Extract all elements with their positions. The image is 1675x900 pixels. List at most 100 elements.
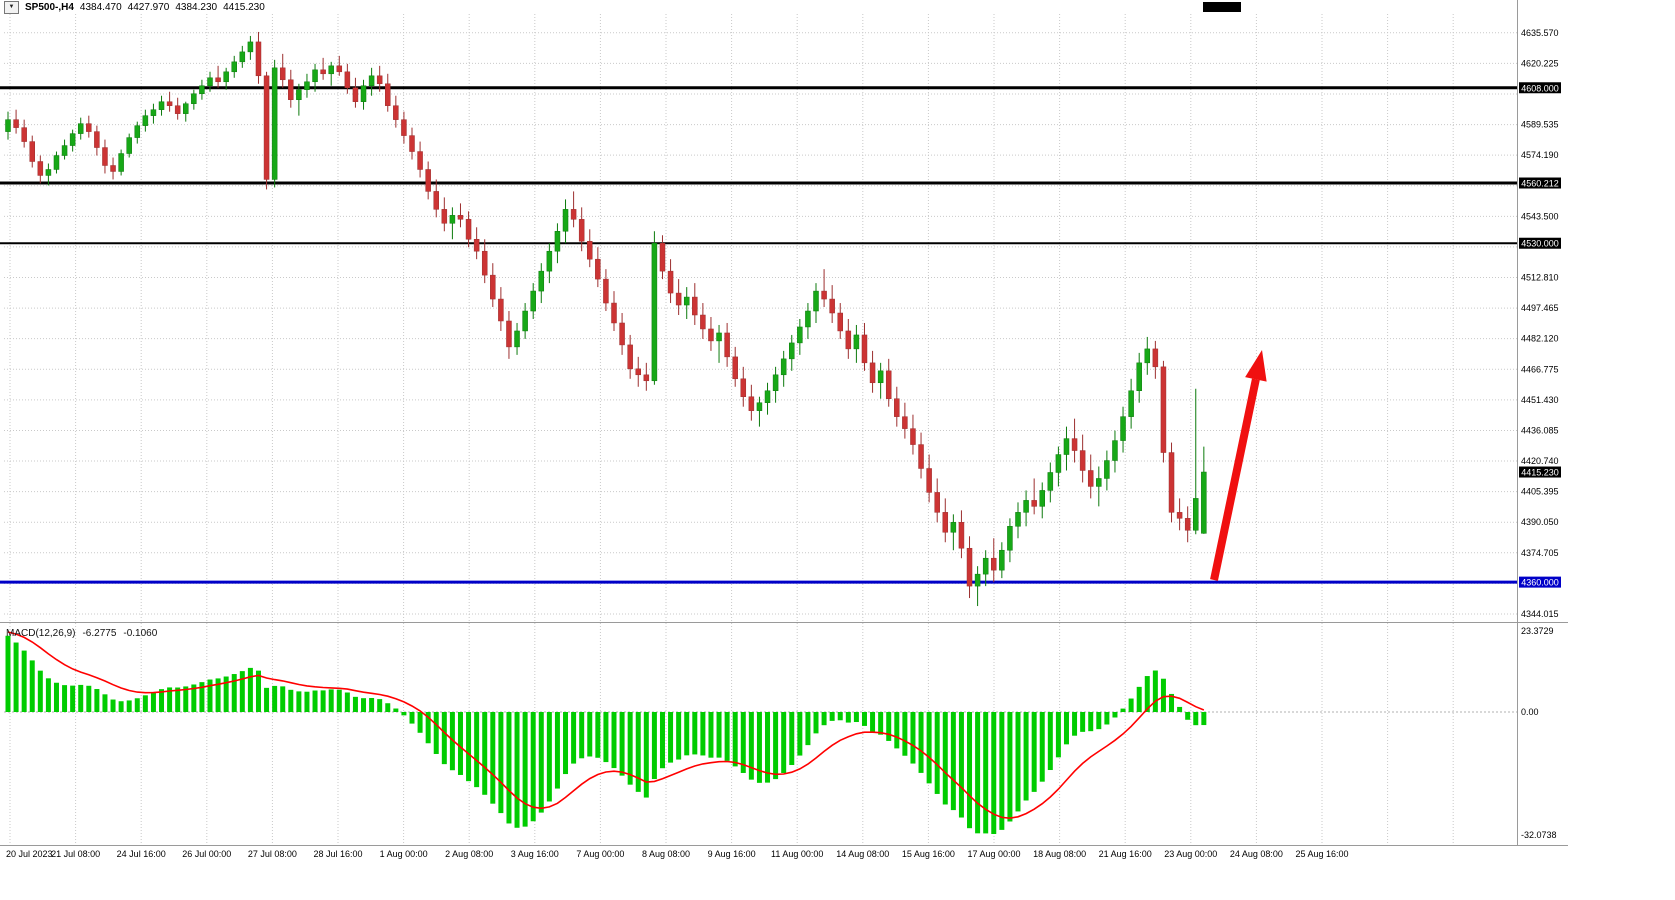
macd-histogram-bar — [142, 695, 148, 712]
macd-histogram-bar — [999, 712, 1005, 830]
macd-histogram-bar — [595, 712, 601, 758]
macd-histogram-bar — [522, 712, 528, 827]
svg-text:17 Aug 00:00: 17 Aug 00:00 — [967, 849, 1020, 859]
macd-histogram-bar — [805, 712, 811, 746]
macd-histogram-bar — [247, 667, 253, 712]
macd-histogram-bar — [554, 712, 560, 789]
svg-text:14 Aug 08:00: 14 Aug 08:00 — [836, 849, 889, 859]
svg-text:4415.230: 4415.230 — [1521, 468, 1559, 478]
macd-histogram-bar — [1047, 712, 1053, 771]
macd-histogram-bar — [377, 699, 383, 712]
svg-text:15 Aug 16:00: 15 Aug 16:00 — [902, 849, 955, 859]
macd-histogram-bar — [474, 712, 480, 788]
macd-histogram-bar — [344, 692, 350, 712]
svg-text:2 Aug 08:00: 2 Aug 08:00 — [445, 849, 493, 859]
trend-arrow[interactable] — [1210, 350, 1267, 581]
candles-series[interactable] — [5, 31, 1207, 607]
macd-histogram-bar — [1185, 712, 1191, 720]
macd-histogram-bar — [837, 712, 843, 721]
macd-histogram-bar — [159, 689, 165, 712]
macd-histogram-bar — [385, 703, 391, 712]
macd-histogram-bar — [659, 712, 665, 769]
macd-histogram-bar — [635, 712, 641, 792]
price-axis[interactable]: 4635.570 4620.225 4589.535 4574.190 4543.500… — [1519, 28, 1561, 619]
macd-histogram-bar — [668, 712, 674, 763]
macd-histogram-bar — [1088, 712, 1094, 732]
svg-text:4374.705: 4374.705 — [1521, 548, 1559, 558]
svg-text:25 Aug 16:00: 25 Aug 16:00 — [1295, 849, 1348, 859]
svg-text:4530.000: 4530.000 — [1521, 239, 1559, 249]
macd-histogram-bar — [45, 678, 51, 712]
macd-histogram-bar — [175, 687, 181, 712]
macd-histogram-bar — [724, 712, 730, 761]
macd-histogram-bar — [910, 712, 916, 764]
svg-text:7 Aug 00:00: 7 Aug 00:00 — [576, 849, 624, 859]
svg-text:21 Aug 16:00: 21 Aug 16:00 — [1099, 849, 1152, 859]
macd-histogram-bar — [902, 712, 908, 756]
macd-histogram-bar — [223, 676, 229, 712]
macd-histogram-bar — [1015, 712, 1021, 812]
macd-histogram-bar — [409, 712, 415, 724]
macd-histogram-bar — [457, 712, 463, 775]
macd-histogram-bar — [829, 712, 835, 721]
macd-histogram-bar — [813, 712, 819, 734]
low-value: 4384.230 — [175, 2, 218, 13]
macd-histogram-bar — [878, 712, 884, 735]
macd-histogram-bar — [958, 712, 964, 818]
open-value: 4384.470 — [79, 2, 122, 13]
macd-histogram-bar — [967, 712, 973, 829]
macd-histogram-bar — [651, 712, 657, 780]
macd-histogram-bar — [579, 712, 585, 759]
macd-histogram-bar — [21, 650, 27, 712]
macd-histogram-bar — [425, 712, 431, 744]
macd-histogram-bar — [37, 670, 43, 712]
macd-histogram-bar — [482, 712, 488, 795]
macd-histogram-bar — [183, 686, 189, 712]
macd-indicator-label: MACD(12,26,9) -6.2775 -0.1060 — [6, 628, 157, 639]
macd-histogram-bar — [886, 712, 892, 741]
svg-text:4466.775: 4466.775 — [1521, 364, 1559, 374]
svg-text:23 Aug 00:00: 23 Aug 00:00 — [1164, 849, 1217, 859]
macd-histogram-bar — [861, 712, 867, 726]
macd-histogram-bar — [619, 712, 625, 776]
macd-histogram-bar — [942, 712, 948, 805]
macd-histogram-bar — [215, 678, 221, 712]
macd-histogram-bar — [86, 685, 92, 712]
svg-text:4512.810: 4512.810 — [1521, 273, 1559, 283]
macd-histogram-bar — [239, 671, 245, 712]
macd-histogram-bar — [110, 699, 116, 712]
macd-histogram-bar — [1039, 712, 1045, 782]
svg-text:4390.050: 4390.050 — [1521, 517, 1559, 527]
macd-histogram-bar — [231, 674, 237, 712]
macd-histogram-bar — [603, 712, 609, 763]
macd-histogram-bar — [328, 689, 334, 712]
high-value: 4427.970 — [127, 2, 170, 13]
macd-histogram-bar — [700, 712, 706, 756]
macd-histogram-bar — [1193, 712, 1199, 726]
panel-separators — [0, 0, 1568, 846]
macd-histogram-bar — [401, 712, 407, 716]
horizontal-levels[interactable] — [0, 86, 1517, 584]
macd-histogram-bar — [288, 689, 294, 712]
svg-text:28 Jul 16:00: 28 Jul 16:00 — [313, 849, 362, 859]
macd-histogram-bar — [1136, 686, 1142, 712]
ohlc-readout: ▼ SP500-,H4 4384.470 4427.970 4384.230 4… — [4, 1, 265, 14]
macd-histogram-bar — [498, 712, 504, 814]
macd-histogram-bar — [417, 712, 423, 733]
macd-panel[interactable]: 23.3729 0.00 -32.0738 — [4, 626, 1557, 840]
macd-histogram-bar — [870, 712, 876, 733]
svg-text:4608.000: 4608.000 — [1521, 83, 1559, 93]
macd-histogram-bar — [627, 712, 633, 785]
macd-histogram-bar — [530, 712, 536, 822]
chevron-down-icon[interactable]: ▼ — [4, 1, 19, 14]
macd-histogram-bar — [191, 684, 197, 712]
arrow-shaft — [1210, 378, 1260, 581]
macd-histogram-bar — [62, 685, 68, 712]
macd-histogram-bar — [1072, 712, 1078, 736]
macd-histogram-bar — [748, 712, 754, 780]
svg-text:23.3729: 23.3729 — [1521, 626, 1554, 636]
macd-histogram-bar — [643, 712, 649, 798]
macd-histogram-bar — [1152, 670, 1158, 712]
